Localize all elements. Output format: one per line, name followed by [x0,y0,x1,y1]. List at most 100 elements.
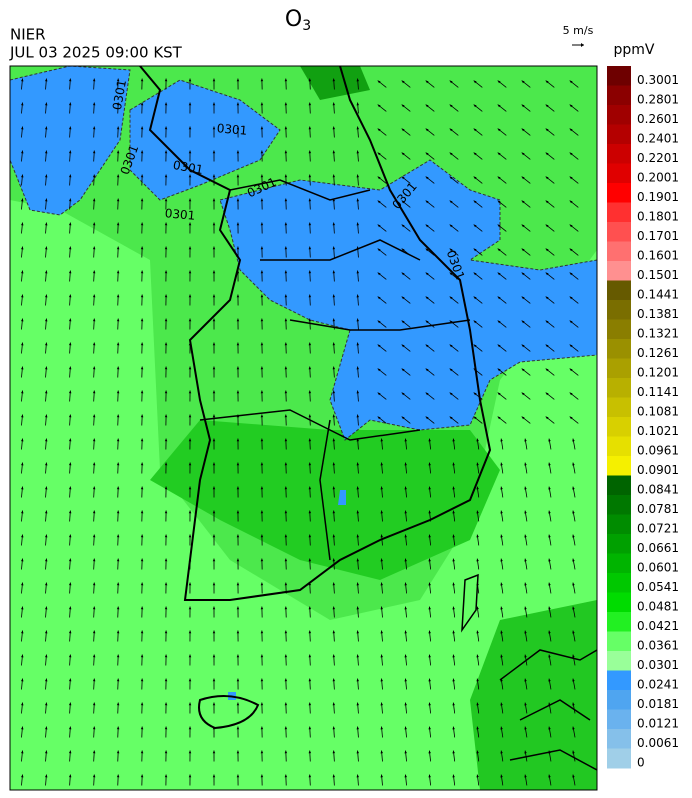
low-zone-n [129,79,281,201]
colorbar-swatch [607,456,631,476]
wind-arrowhead [116,270,120,274]
wind-arrowhead [212,150,216,154]
wind-arrowhead [140,294,144,298]
wind-arrowhead [308,126,312,130]
wind-arrowhead [260,558,264,562]
wind-arrowhead [188,270,192,274]
wind-arrowhead [140,702,144,706]
wind-arrowhead [425,176,429,180]
colorbar-swatch [607,358,631,379]
wind-arrowhead [116,534,120,538]
wind-arrowhead [164,774,168,778]
wind-arrowhead [473,344,477,348]
wind-arrowhead [68,438,72,442]
wind-arrowhead [377,392,381,396]
wind-arrowhead [188,198,192,202]
wind-arrowhead [308,78,312,82]
wind-arrowhead [356,246,360,250]
wind-arrowhead [92,438,96,442]
colorbar-label: 0.1501 [637,268,679,282]
wind-arrowhead [260,198,264,202]
wind-arrowhead [572,462,575,466]
wind-arrowhead [68,510,72,514]
wind-arrowhead [497,200,501,204]
wind-arrowhead [404,438,407,442]
wind-arrowhead [476,726,479,730]
wind-arrowhead [236,774,240,778]
wind-arrowhead [140,510,144,514]
colorbar-swatch [607,397,631,418]
colorbar-swatch [607,573,631,593]
wind-arrowhead [236,366,240,370]
wind-arrowhead [452,462,455,466]
wind-arrowhead [188,78,192,82]
wind-arrowhead [260,102,264,106]
wind-arrowhead [548,534,551,538]
wind-arrowhead [473,80,477,84]
wind-arrowhead [356,630,360,634]
wind-arrowhead [164,654,168,658]
wind-arrowhead [260,678,264,682]
wind-arrowhead [20,534,24,538]
wind-arrowhead [380,582,384,586]
wind-arrowhead [473,128,477,132]
wind-arrowhead [140,414,144,418]
wind-arrowhead [428,462,431,466]
wind-arrowhead [545,416,549,420]
wind-arrowhead [497,152,501,156]
wind-arrowhead [356,390,360,394]
wind-arrowhead [20,510,24,514]
wind-arrowhead [260,126,264,130]
wind-arrowhead [569,368,573,372]
wind-arrowhead [332,270,336,274]
wind-arrowhead [188,462,192,466]
wind-arrowhead [140,366,144,370]
wind-arrowhead [452,654,455,658]
wind-arrowhead [428,558,431,562]
wind-arrowhead [308,246,312,250]
wind-arrowhead [44,318,48,322]
wind-arrowhead [449,320,453,324]
wind-arrowhead [116,438,120,442]
wind-arrowhead [116,294,120,298]
wind-arrowhead [140,630,144,634]
colorbar-label: 0.0901 [637,463,679,477]
wind-arrowhead [401,416,405,420]
wind-arrowhead [332,102,336,106]
wind-arrowhead [428,606,431,610]
wind-arrowhead [476,462,479,466]
wind-arrowhead [188,510,192,514]
wind-arrowhead [20,198,24,202]
wind-arrowhead [236,630,240,634]
wind-arrowhead [68,150,72,154]
wind-arrowhead [140,582,144,586]
colorbar-label: 0.2601 [637,112,679,126]
wind-arrowhead [497,368,501,372]
wind-arrowhead [260,774,264,778]
wind-arrowhead [569,80,573,84]
wind-arrowhead [428,678,431,682]
wind-arrowhead [428,534,431,538]
colorbar-swatch [607,651,631,671]
wind-arrowhead [212,366,216,370]
wind-arrowhead [377,200,381,204]
wind-arrowhead [188,318,192,322]
wind-arrowhead [545,320,549,324]
wind-arrowhead [425,128,429,132]
wind-arrowhead [452,438,455,442]
wind-arrowhead [188,582,192,586]
wind-arrowhead [377,272,381,276]
wind-arrowhead [164,366,168,370]
wind-arrowhead [44,366,48,370]
wind-arrowhead [236,438,240,442]
wind-arrowhead [116,174,120,178]
colorbar-label: 0.2801 [637,93,679,107]
wind-arrowhead [500,678,503,682]
wind-arrowhead [332,678,336,682]
wind-arrowhead [116,318,120,322]
wind-arrowhead [188,174,192,178]
wind-arrowhead [116,486,120,490]
contour-label: 0301 [172,158,205,177]
wind-arrowhead [545,152,549,156]
